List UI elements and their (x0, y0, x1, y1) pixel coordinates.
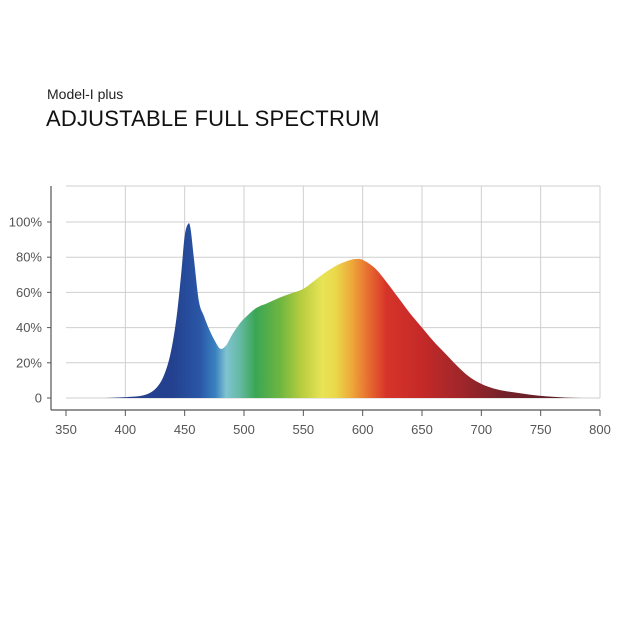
x-tick-label-550: 550 (292, 422, 314, 437)
x-tick-label-650: 650 (411, 422, 433, 437)
x-tick-label-450: 450 (174, 422, 196, 437)
x-tick-label-350: 350 (55, 422, 77, 437)
y-tick-labels: 0 20% 40% 60% 80% 100% (9, 215, 43, 406)
y-tick-label-60: 60% (16, 285, 42, 300)
grid-lines (66, 185, 601, 399)
y-tick-label-80: 80% (16, 250, 42, 265)
axes (47, 186, 601, 416)
y-tick-label-40: 40% (16, 320, 42, 335)
chart-title: ADJUSTABLE FULL SPECTRUM (46, 106, 380, 131)
y-tick-label-20: 20% (16, 355, 42, 370)
x-tick-label-750: 750 (530, 422, 552, 437)
x-tick-label-400: 400 (114, 422, 136, 437)
chart-subtitle: Model-I plus (47, 86, 124, 102)
spectrum-area (66, 223, 600, 398)
y-tick-label-100: 100% (9, 215, 43, 230)
x-tick-label-600: 600 (352, 422, 374, 437)
y-tick-label-0: 0 (35, 391, 42, 406)
x-tick-label-800: 800 (589, 422, 611, 437)
x-tick-label-500: 500 (233, 422, 255, 437)
x-tick-labels: 350 400 450 500 550 600 650 700 750 800 (55, 422, 611, 437)
x-tick-label-700: 700 (470, 422, 492, 437)
